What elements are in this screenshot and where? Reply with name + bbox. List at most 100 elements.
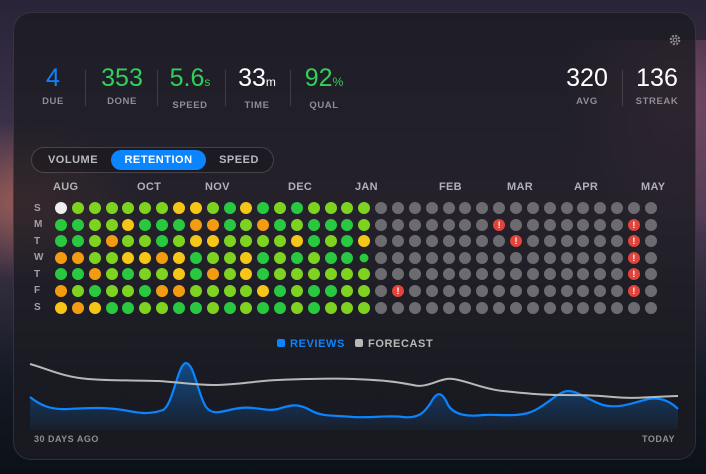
warning-day-dot[interactable]: ! <box>509 235 522 248</box>
heatmap-day-dot[interactable] <box>611 285 624 297</box>
heatmap-day-dot[interactable] <box>172 235 185 248</box>
heatmap-day-dot[interactable] <box>206 268 219 281</box>
heatmap-day-dot[interactable] <box>509 301 522 314</box>
heatmap-day-dot[interactable] <box>307 301 320 314</box>
heatmap-day-dot[interactable] <box>560 251 573 264</box>
heatmap-day-dot[interactable] <box>594 285 607 297</box>
heatmap-day-dot[interactable] <box>223 301 236 314</box>
heatmap-day-dot[interactable] <box>105 285 118 297</box>
heatmap-day-dot[interactable] <box>307 251 320 264</box>
heatmap-day-dot[interactable] <box>375 285 388 297</box>
heatmap-day-dot[interactable] <box>307 218 320 231</box>
heatmap-day-dot[interactable] <box>476 235 489 248</box>
heatmap-day-dot[interactable] <box>459 251 472 264</box>
heatmap-day-dot[interactable] <box>375 251 388 264</box>
heatmap-day-dot[interactable] <box>408 285 421 297</box>
heatmap-day-dot[interactable] <box>122 218 135 231</box>
heatmap-day-dot[interactable] <box>122 251 135 264</box>
heatmap-day-dot[interactable] <box>189 268 202 281</box>
heatmap-day-dot[interactable] <box>594 202 607 214</box>
heatmap-day-dot[interactable] <box>493 301 506 314</box>
heatmap-day-dot[interactable] <box>560 235 573 248</box>
heatmap-day-dot[interactable] <box>88 235 101 248</box>
heatmap-day-dot[interactable] <box>105 251 118 264</box>
heatmap-day-dot[interactable] <box>290 251 303 264</box>
heatmap-day-dot[interactable] <box>644 301 657 314</box>
heatmap-day-dot[interactable] <box>274 285 287 297</box>
heatmap-day-dot[interactable] <box>55 202 67 214</box>
heatmap-day-dot[interactable] <box>459 301 472 314</box>
heatmap-day-dot[interactable] <box>543 202 556 214</box>
heatmap-day-dot[interactable] <box>611 268 624 281</box>
heatmap-day-dot[interactable] <box>594 235 607 248</box>
heatmap-day-dot[interactable] <box>189 301 202 314</box>
tab-speed[interactable]: SPEED <box>219 154 259 166</box>
heatmap-day-dot[interactable] <box>577 218 590 231</box>
heatmap-day-dot[interactable] <box>375 235 388 248</box>
heatmap-day-dot[interactable] <box>307 202 320 214</box>
heatmap-day-dot[interactable] <box>425 235 438 248</box>
heatmap-day-dot[interactable] <box>324 268 337 281</box>
heatmap-day-dot[interactable] <box>139 268 152 281</box>
heatmap-day-dot[interactable] <box>442 268 455 281</box>
heatmap-day-dot[interactable] <box>274 202 287 214</box>
heatmap-day-dot[interactable] <box>408 301 421 314</box>
heatmap-day-dot[interactable] <box>290 301 303 314</box>
heatmap-day-dot[interactable] <box>493 285 506 297</box>
heatmap-day-dot[interactable] <box>543 285 556 297</box>
gear-icon[interactable] <box>668 33 682 47</box>
heatmap-day-dot[interactable] <box>526 268 539 281</box>
heatmap-day-dot[interactable] <box>526 251 539 264</box>
heatmap-day-dot[interactable] <box>358 251 371 264</box>
heatmap-day-dot[interactable] <box>122 235 135 248</box>
heatmap-day-dot[interactable] <box>274 218 287 231</box>
heatmap-day-dot[interactable] <box>71 285 84 297</box>
heatmap-day-dot[interactable] <box>442 301 455 314</box>
heatmap-day-dot[interactable] <box>493 235 506 248</box>
heatmap-day-dot[interactable] <box>560 268 573 281</box>
heatmap-day-dot[interactable] <box>594 301 607 314</box>
heatmap-day-dot[interactable] <box>172 202 185 214</box>
heatmap-day-dot[interactable] <box>139 235 152 248</box>
heatmap-day-dot[interactable] <box>611 235 624 248</box>
heatmap-day-dot[interactable] <box>156 301 169 314</box>
heatmap-day-dot[interactable] <box>172 301 185 314</box>
heatmap-day-dot[interactable] <box>189 235 202 248</box>
heatmap-day-dot[interactable] <box>139 218 152 231</box>
heatmap-day-dot[interactable] <box>71 235 84 248</box>
heatmap-day-dot[interactable] <box>560 285 573 297</box>
heatmap-day-dot[interactable] <box>442 285 455 297</box>
heatmap-day-dot[interactable] <box>594 251 607 264</box>
heatmap-day-dot[interactable] <box>105 202 118 214</box>
heatmap-day-dot[interactable] <box>543 251 556 264</box>
heatmap-day-dot[interactable] <box>223 285 236 297</box>
heatmap-day-dot[interactable] <box>392 235 404 248</box>
heatmap-day-dot[interactable] <box>71 251 84 264</box>
heatmap-day-dot[interactable] <box>509 218 522 231</box>
heatmap-day-dot[interactable] <box>358 235 371 248</box>
heatmap-day-dot[interactable] <box>156 251 169 264</box>
heatmap-day-dot[interactable] <box>88 218 101 231</box>
heatmap-day-dot[interactable] <box>189 285 202 297</box>
heatmap-day-dot[interactable] <box>105 268 118 281</box>
heatmap-day-dot[interactable] <box>644 285 657 297</box>
tab-retention[interactable]: RETENTION <box>111 150 206 170</box>
heatmap-day-dot[interactable] <box>105 235 118 248</box>
heatmap-day-dot[interactable] <box>560 218 573 231</box>
heatmap-day-dot[interactable] <box>139 285 152 297</box>
heatmap-day-dot[interactable] <box>341 235 354 248</box>
heatmap-day-dot[interactable] <box>324 285 337 297</box>
heatmap-day-dot[interactable] <box>307 235 320 248</box>
heatmap-day-dot[interactable] <box>223 218 236 231</box>
heatmap-day-dot[interactable] <box>274 301 287 314</box>
heatmap-day-dot[interactable] <box>358 268 371 281</box>
heatmap-day-dot[interactable] <box>425 301 438 314</box>
heatmap-day-dot[interactable] <box>257 285 270 297</box>
heatmap-day-dot[interactable] <box>122 202 135 214</box>
heatmap-day-dot[interactable] <box>392 218 404 231</box>
heatmap-day-dot[interactable] <box>290 268 303 281</box>
heatmap-day-dot[interactable] <box>206 202 219 214</box>
heatmap-day-dot[interactable] <box>206 285 219 297</box>
heatmap-day-dot[interactable] <box>88 285 101 297</box>
heatmap-day-dot[interactable] <box>408 218 421 231</box>
